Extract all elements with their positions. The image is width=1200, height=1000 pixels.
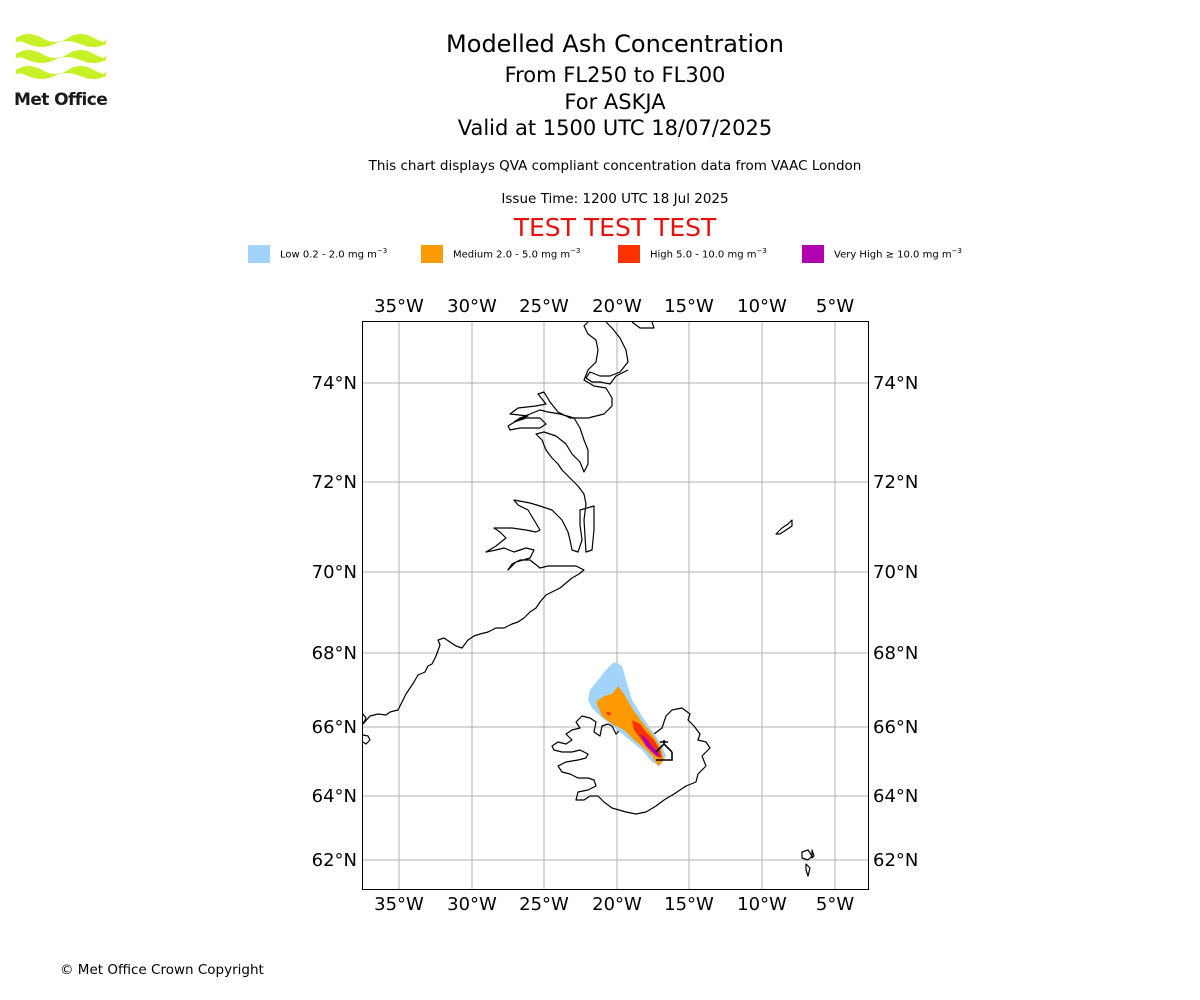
map-frame (362, 321, 869, 890)
lat-label-right: 68°N (873, 643, 918, 664)
lon-label-top: 10°W (737, 296, 787, 317)
lat-label-left: 62°N (312, 850, 357, 871)
valid-time: Valid at 1500 UTC 18/07/2025 (457, 116, 773, 140)
lon-label-top: 15°W (664, 296, 714, 317)
ash-high-patch (606, 712, 612, 716)
lat-label-right: 64°N (873, 786, 918, 807)
ash-plume (588, 662, 666, 766)
graticule (363, 322, 868, 889)
lat-label-right: 72°N (873, 472, 918, 493)
volcano-icon (655, 740, 673, 761)
lon-label-top: 35°W (374, 296, 424, 317)
legend-swatch-high (618, 245, 640, 263)
lat-label-left: 72°N (312, 472, 357, 493)
lat-label-left: 66°N (312, 717, 357, 738)
lon-label-top: 25°W (519, 296, 569, 317)
legend-item-medium: Medium 2.0 - 5.0 mg m−3 (421, 245, 618, 263)
test-banner: TEST TEST TEST (513, 213, 717, 242)
legend-item-high: High 5.0 - 10.0 mg m−3 (618, 245, 802, 263)
met-office-logo (15, 34, 107, 79)
chart-title: Modelled Ash Concentration (446, 30, 784, 58)
volcano-name: For ASKJA (564, 90, 666, 114)
lon-label-top: 30°W (447, 296, 497, 317)
legend-swatch-medium (421, 245, 443, 263)
legend-item-very-high: Very High ≥ 10.0 mg m−3 (802, 245, 962, 263)
lon-label-bottom: 25°W (519, 894, 569, 915)
lon-label-bottom: 15°W (664, 894, 714, 915)
lat-label-left: 64°N (312, 786, 357, 807)
flight-levels: From FL250 to FL300 (504, 63, 726, 87)
lat-label-right: 66°N (873, 717, 918, 738)
legend-swatch-very-high (802, 245, 824, 263)
lon-label-bottom: 35°W (374, 894, 424, 915)
lat-label-left: 70°N (312, 562, 357, 583)
lon-label-bottom: 20°W (592, 894, 642, 915)
issue-time: Issue Time: 1200 UTC 18 Jul 2025 (501, 191, 729, 207)
ash-very-high (640, 734, 660, 758)
copyright: © Met Office Crown Copyright (60, 962, 264, 978)
lon-label-top: 5°W (816, 296, 854, 317)
coastline (362, 321, 815, 877)
lat-label-right: 62°N (873, 850, 918, 871)
lat-label-left: 74°N (312, 373, 357, 394)
compliance-note: This chart displays QVA compliant concen… (368, 158, 862, 174)
legend-item-low: Low 0.2 - 2.0 mg m−3 (248, 245, 421, 263)
lon-label-top: 20°W (592, 296, 642, 317)
lon-label-bottom: 5°W (816, 894, 854, 915)
legend: Low 0.2 - 2.0 mg m−3 Medium 2.0 - 5.0 mg… (248, 244, 962, 264)
lat-label-left: 68°N (312, 643, 357, 664)
ash-medium-patch (612, 712, 620, 720)
lon-label-bottom: 30°W (447, 894, 497, 915)
lat-label-right: 70°N (873, 562, 918, 583)
met-office-logo-text: Met Office (14, 90, 108, 110)
lon-label-bottom: 10°W (737, 894, 787, 915)
lat-label-right: 74°N (873, 373, 918, 394)
legend-swatch-low (248, 245, 270, 263)
